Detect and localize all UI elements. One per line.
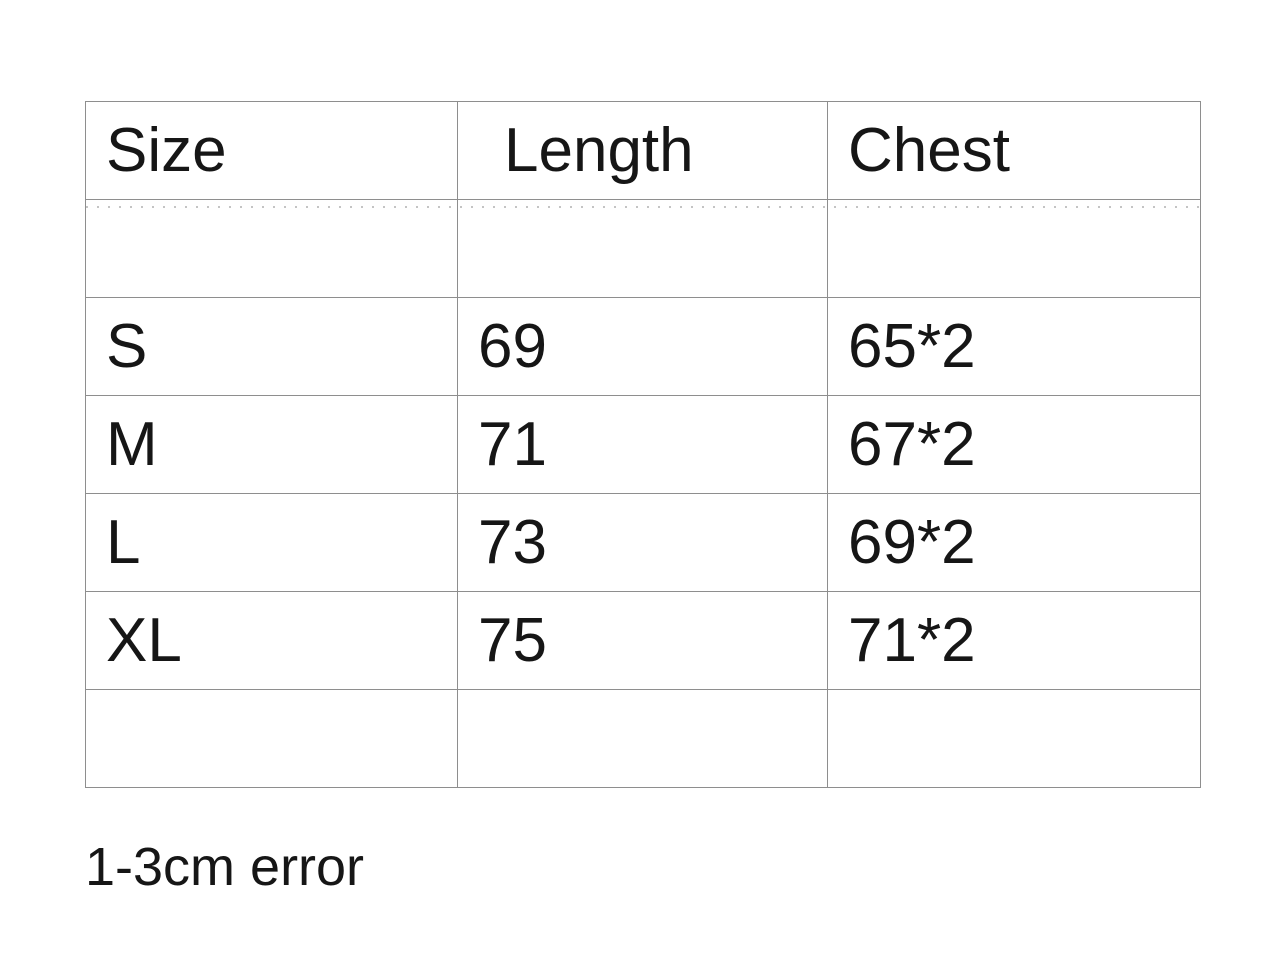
table-row-xl: XL 75 71*2 (85, 591, 1201, 690)
table-row-l: L 73 69*2 (85, 493, 1201, 592)
table-cell (85, 689, 458, 788)
table-cell (827, 689, 1201, 788)
length-cell: 75 (457, 591, 828, 690)
size-chart-table: Size Length Chest S 69 65*2 M 71 67*2 L (85, 101, 1201, 788)
table-cell (457, 689, 828, 788)
size-cell: S (85, 297, 458, 396)
size-cell: XL (85, 591, 458, 690)
table-cell (457, 199, 828, 298)
chest-cell: 71*2 (827, 591, 1201, 690)
size-cell: M (85, 395, 458, 494)
error-note: 1-3cm error (85, 837, 365, 897)
header-cell-length: Length (457, 101, 828, 200)
length-cell: 69 (457, 297, 828, 396)
chest-cell: 69*2 (827, 493, 1201, 592)
size-cell: L (85, 493, 458, 592)
table-row-s: S 69 65*2 (85, 297, 1201, 396)
length-cell: 73 (457, 493, 828, 592)
header-cell-chest: Chest (827, 101, 1201, 200)
table-cell (85, 199, 458, 298)
spacer-row-top (85, 199, 1201, 298)
header-row: Size Length Chest (85, 101, 1201, 200)
table-cell (827, 199, 1201, 298)
spacer-row-bottom (85, 689, 1201, 788)
table-row-m: M 71 67*2 (85, 395, 1201, 494)
chest-cell: 67*2 (827, 395, 1201, 494)
dotted-divider (86, 206, 1199, 208)
length-cell: 71 (457, 395, 828, 494)
chest-cell: 65*2 (827, 297, 1201, 396)
header-cell-size: Size (85, 101, 458, 200)
